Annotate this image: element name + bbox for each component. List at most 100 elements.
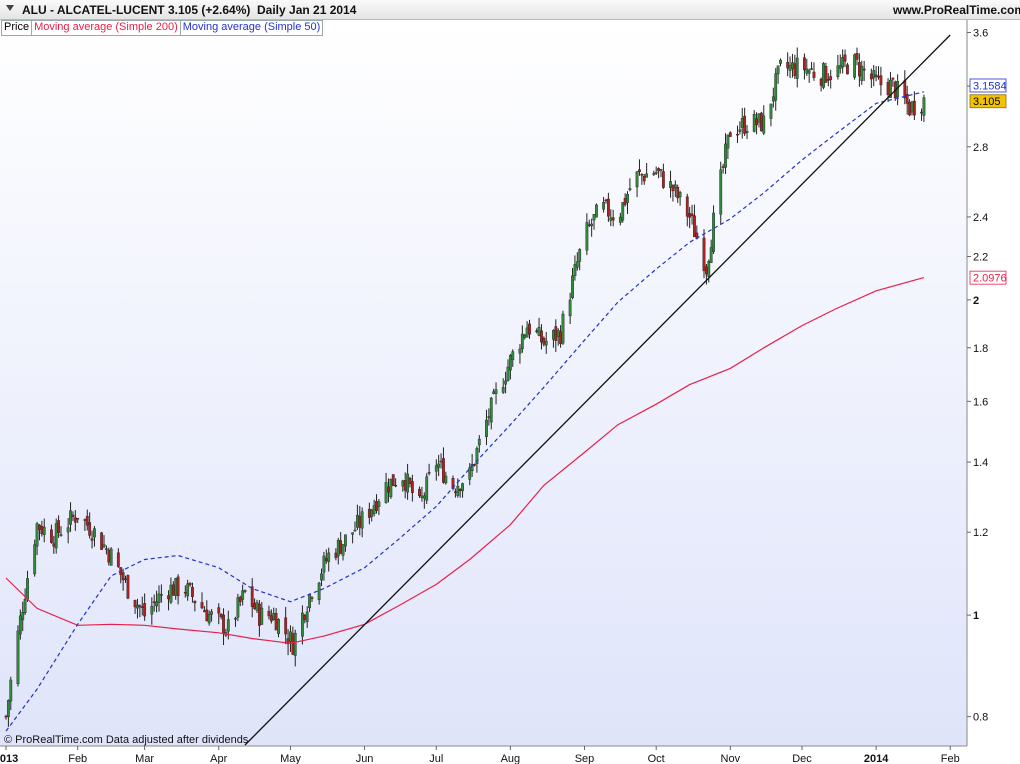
- candle-body: [776, 65, 780, 75]
- candle-body: [786, 62, 790, 69]
- candle-body: [274, 613, 278, 631]
- candle: [518, 344, 522, 364]
- candle: [293, 629, 297, 667]
- candle: [35, 521, 39, 556]
- candle-body: [719, 169, 723, 215]
- candle-body: [243, 590, 247, 592]
- candle: [590, 218, 594, 237]
- candle-body: [358, 515, 362, 528]
- candle-body: [707, 261, 711, 277]
- candle-body: [537, 326, 541, 336]
- candle-body: [38, 524, 41, 530]
- candle-body: [585, 222, 589, 251]
- candle-body: [420, 495, 424, 498]
- candle-body: [351, 532, 355, 535]
- candle: [133, 599, 137, 614]
- candle-body: [238, 596, 242, 602]
- candle-body: [611, 217, 615, 221]
- legend-ma200[interactable]: Moving average (Simple 200): [32, 21, 181, 35]
- candle: [738, 121, 742, 135]
- candle-body: [819, 78, 823, 86]
- candle-body: [640, 174, 644, 176]
- candle-body: [71, 514, 75, 517]
- candle-body: [810, 68, 813, 70]
- price-tags: 3.1584 3.105 2.0976: [969, 78, 1007, 285]
- candle-body: [922, 97, 926, 116]
- candle-body: [303, 615, 307, 620]
- candle-body: [293, 632, 297, 656]
- candle-body: [40, 525, 44, 535]
- candle-body: [712, 212, 715, 252]
- candle: [905, 85, 909, 115]
- candle-body: [456, 485, 460, 496]
- candle-body: [301, 612, 304, 637]
- candle-body: [671, 185, 675, 192]
- candle-body: [23, 598, 27, 613]
- candle-body: [334, 552, 338, 558]
- candle-body: [659, 169, 663, 171]
- candle-body: [193, 600, 197, 604]
- candle-body: [241, 590, 245, 600]
- candle: [719, 161, 723, 225]
- candle-body: [654, 172, 658, 174]
- candle: [855, 47, 859, 66]
- candle-body: [556, 330, 560, 338]
- candle: [506, 359, 510, 382]
- ma200-tag: 2.0976: [969, 270, 1007, 285]
- candlesticks: [4, 47, 926, 727]
- candle: [520, 325, 524, 353]
- candle-body: [327, 552, 331, 562]
- candle: [659, 168, 663, 178]
- candle-body: [587, 224, 591, 226]
- candle: [243, 589, 247, 594]
- candle-body: [812, 71, 816, 78]
- candle-body: [791, 62, 794, 69]
- ma50-tag-label: 3.1584: [973, 80, 1007, 92]
- candle-body: [477, 438, 481, 446]
- candle: [477, 435, 481, 453]
- candle-body: [324, 558, 328, 562]
- candle-body: [42, 526, 46, 535]
- candle-body: [159, 594, 163, 596]
- candle-body: [174, 578, 178, 596]
- candle-body: [260, 607, 264, 625]
- candle-body: [602, 202, 606, 210]
- candle: [769, 103, 773, 127]
- candle-body: [889, 79, 892, 98]
- candle: [640, 173, 644, 185]
- legend-price[interactable]: Price: [2, 21, 33, 35]
- candle-body: [846, 64, 849, 75]
- candle: [621, 202, 625, 223]
- candle: [912, 91, 916, 120]
- candle-body: [595, 204, 598, 218]
- last-price-tag-box: [969, 94, 1007, 109]
- collapse-icon[interactable]: [4, 2, 16, 17]
- candle-body: [824, 66, 828, 83]
- candle-body: [59, 534, 63, 536]
- indicator-lines: [5, 34, 951, 746]
- candle: [442, 447, 445, 484]
- candle-body: [752, 114, 756, 132]
- candle: [561, 310, 565, 345]
- candle-body: [88, 522, 92, 536]
- candle: [305, 606, 309, 628]
- ma200-line: [5, 277, 925, 644]
- candle-body: [795, 57, 799, 79]
- candle-body: [803, 57, 806, 71]
- candle-body: [26, 578, 29, 599]
- candle-body: [219, 613, 223, 618]
- site-link[interactable]: www.ProRealTime.com: [893, 3, 1020, 17]
- legend-ma50[interactable]: Moving average (Simple 50): [182, 21, 321, 33]
- candle-body: [138, 605, 142, 607]
- candle-body: [540, 330, 543, 343]
- candle-body: [736, 133, 739, 136]
- candle-body: [205, 609, 209, 622]
- candle: [100, 531, 104, 550]
- candle: [434, 459, 438, 481]
- candle: [461, 482, 464, 498]
- candle: [277, 618, 280, 638]
- candle-body: [255, 602, 259, 611]
- x-tick-label: May: [280, 753, 301, 764]
- candle: [159, 584, 163, 603]
